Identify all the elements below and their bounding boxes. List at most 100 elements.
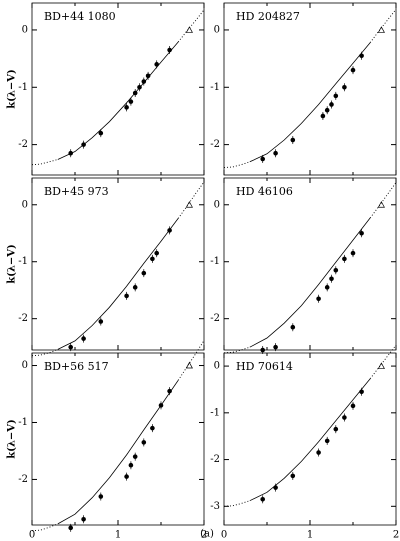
y-tick-label: -1 [18, 82, 28, 93]
y-tick-label: -1 [18, 417, 28, 428]
x-tick-label: 0 [221, 530, 227, 541]
data-point [141, 440, 147, 445]
data-point [342, 415, 347, 420]
data-point [329, 276, 334, 282]
y-tick-label: -3 [210, 501, 220, 512]
data-point [324, 107, 330, 113]
data-point [329, 102, 334, 107]
data-point [124, 293, 129, 299]
data-point [333, 426, 339, 432]
fit-curve [249, 42, 371, 163]
y-tick-label: -2 [18, 139, 28, 150]
data-point [132, 90, 138, 96]
data-point [154, 62, 159, 67]
triangle-marker [185, 26, 193, 33]
x-tick-label: 2 [201, 530, 207, 541]
data-point [132, 454, 138, 459]
panel-title: BD+45 973 [44, 185, 109, 198]
y-tick-label: -2 [18, 313, 28, 324]
y-tick-label: -2 [18, 474, 28, 485]
data-point [359, 53, 364, 59]
data-point [128, 462, 134, 468]
triangle-marker [377, 26, 385, 33]
data-point [81, 336, 86, 341]
data-point [150, 256, 155, 262]
data-point [273, 485, 278, 490]
extrapolation-high [369, 344, 397, 379]
plot-frame [31, 177, 205, 351]
triangle-marker [185, 201, 193, 208]
data-point [150, 425, 155, 431]
caption: (a) [200, 529, 214, 540]
data-point [324, 438, 330, 444]
data-point [141, 270, 147, 276]
data-point [260, 156, 266, 162]
y-tick-label: 0 [22, 199, 28, 210]
data-point [145, 73, 151, 79]
data-point [333, 93, 339, 99]
extrapolation-high [369, 9, 397, 43]
data-point [81, 142, 86, 147]
data-point [68, 150, 73, 156]
data-point [316, 296, 321, 302]
data-point [124, 474, 129, 479]
extrapolation-low [223, 161, 250, 168]
y-tick-label: -1 [210, 407, 220, 418]
y-tick-label: -2 [210, 313, 220, 324]
data-point [333, 267, 339, 273]
y-axis-label: k(λ−V) [7, 419, 18, 459]
data-point [98, 494, 104, 499]
panel-title: HD 204827 [236, 10, 300, 23]
extrapolation-high [177, 9, 205, 43]
data-point [124, 105, 129, 110]
fit-curve [57, 41, 179, 160]
plot-frame [223, 177, 397, 351]
data-point [342, 84, 347, 90]
panel-title: HD 70614 [236, 360, 293, 373]
extrapolation-high [369, 182, 397, 219]
data-point [132, 285, 138, 290]
y-tick-label: -1 [18, 256, 28, 267]
data-point [260, 347, 266, 353]
extrapolation-high [177, 181, 205, 219]
data-point [167, 388, 172, 394]
x-tick-label: 1 [115, 530, 121, 541]
fit-curve [57, 218, 179, 350]
panel-title: BD+56 517 [44, 360, 109, 373]
data-point [342, 256, 347, 262]
x-tick-label: 0 [29, 530, 35, 541]
data-point [350, 403, 356, 409]
plot-frame [31, 352, 205, 526]
triangle-marker [377, 201, 385, 208]
data-point [290, 473, 296, 479]
data-point [290, 324, 296, 330]
y-tick-label: -1 [210, 82, 220, 93]
data-point [260, 496, 266, 502]
data-point [81, 517, 86, 522]
extrapolation-low [31, 159, 58, 166]
fit-curve [249, 378, 371, 502]
data-point [359, 230, 364, 236]
data-point [316, 450, 321, 455]
data-point [137, 84, 142, 90]
data-point [98, 319, 104, 324]
y-tick-label: 0 [22, 24, 28, 35]
triangle-marker [185, 361, 193, 369]
x-tick-label: 1 [307, 530, 313, 541]
y-tick-label: -1 [210, 256, 220, 267]
panel-title: HD 46106 [236, 185, 293, 198]
panel-title: BD+44 1080 [44, 10, 116, 23]
triangle-marker [377, 362, 385, 369]
data-point [290, 137, 296, 143]
extrapolation-high [177, 340, 205, 381]
data-point [128, 99, 134, 104]
data-point [350, 250, 356, 256]
fit-curve [57, 380, 179, 525]
y-tick-label: -2 [210, 139, 220, 150]
y-tick-label: 0 [22, 360, 28, 371]
extrapolation-low [223, 500, 250, 507]
data-point [324, 285, 330, 290]
data-point [359, 389, 364, 395]
data-point [68, 344, 73, 350]
